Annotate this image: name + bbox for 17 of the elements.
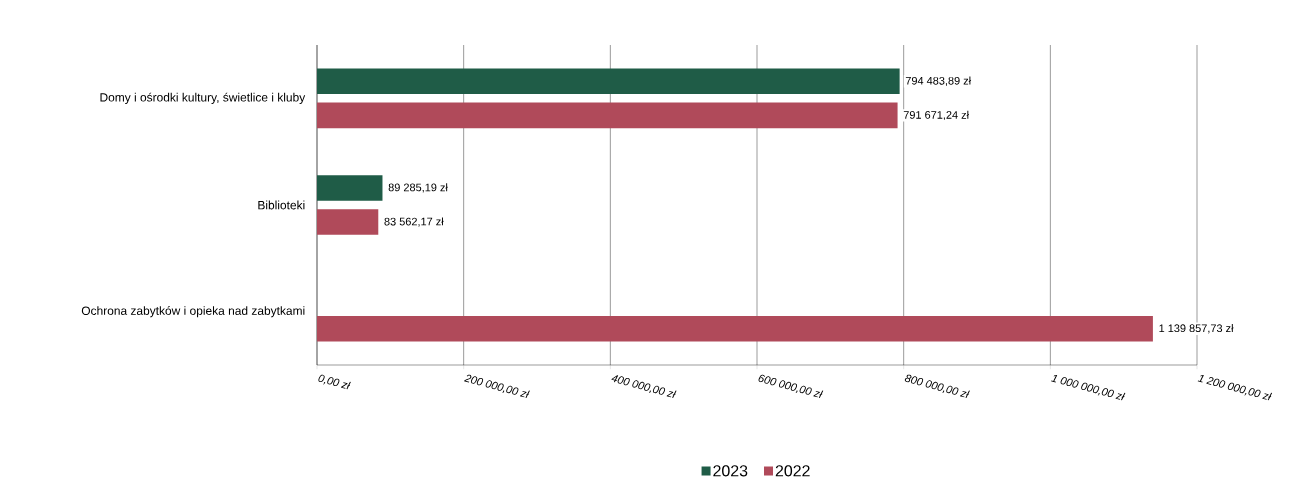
y-tick-label: Biblioteki [258, 200, 305, 210]
y-tick-label: Ochrona zabytków i opieka nad zabytkami [81, 306, 305, 318]
data-label: 89 285,19 zł [388, 183, 448, 193]
y-tick-label: Domy i ośrodki kultury, świetlice i kluby [100, 92, 306, 104]
data-label: 794 483,89 zł [905, 76, 972, 86]
legend-label: 2023 [713, 465, 748, 477]
x-tick-label: 800 000,00 zł [904, 374, 970, 398]
data-label: 1 139 857,73 zł [1159, 324, 1234, 334]
data-label: 791 671,24 zł [903, 110, 969, 121]
x-tick-label: 1 000 000,00 zł [1051, 374, 1126, 401]
x-tick-label: 1 200 000,00 zł [1197, 374, 1273, 401]
legend-label: 2022 [775, 465, 810, 477]
data-label: 83 562,17 zł [384, 217, 444, 227]
x-tick-label: 0,00 zł [318, 374, 351, 390]
x-tick-label: 600 000,00 zł [758, 374, 824, 398]
x-tick-label: 200 000,00 zł [464, 374, 530, 398]
x-tick-label: 400 000,00 zł [611, 375, 677, 398]
